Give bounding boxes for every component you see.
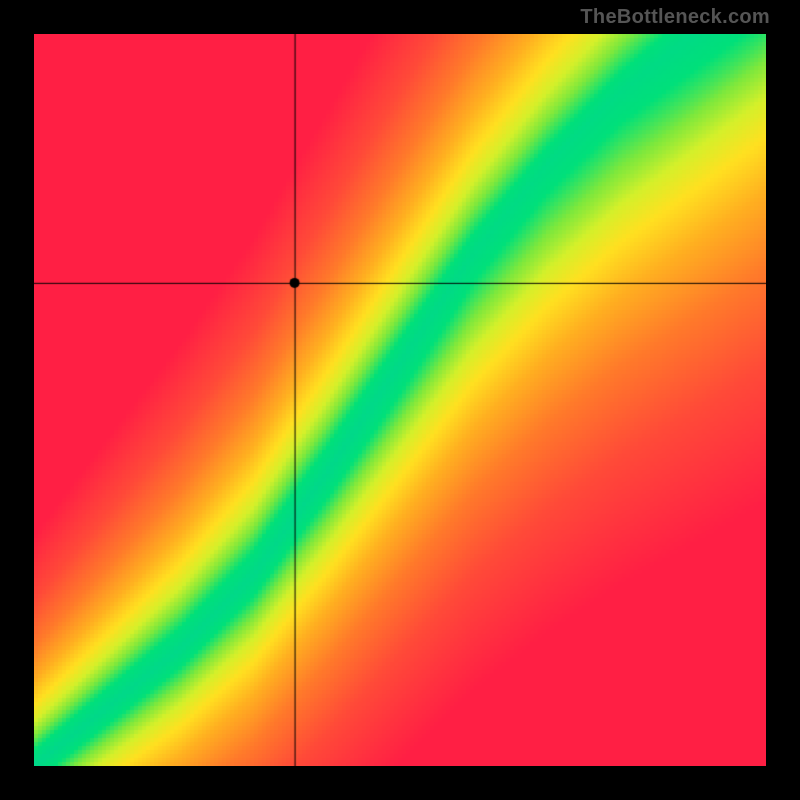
heatmap-canvas — [34, 34, 766, 766]
watermark-text: TheBottleneck.com — [580, 6, 770, 29]
chart-container: TheBottleneck.com — [0, 0, 800, 800]
heatmap-plot — [34, 34, 766, 766]
